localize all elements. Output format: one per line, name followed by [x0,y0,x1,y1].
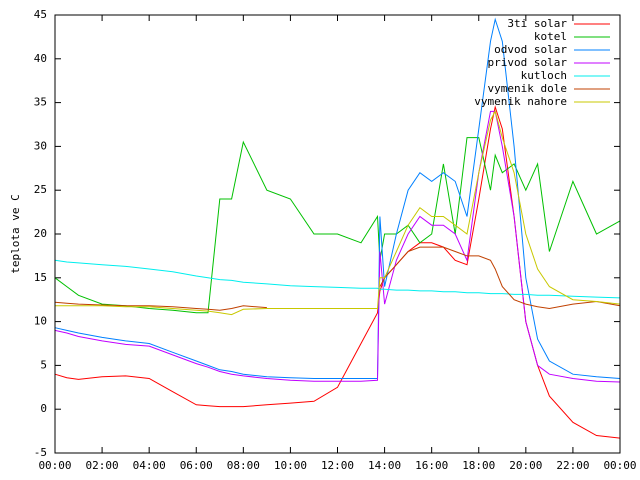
series-line [54,259,621,299]
y-tick-label: 40 [34,52,47,65]
x-tick-label: 14:00 [368,459,401,472]
y-tick-label: 45 [34,8,47,21]
series-line [54,17,621,379]
y-tick-label: 10 [34,315,47,328]
x-tick-label: 00:00 [38,459,71,472]
x-tick-label: 08:00 [227,459,260,472]
x-tick-label: 10:00 [274,459,307,472]
legend-label: vymenik nahore [474,95,567,108]
legend-label: odvod solar [494,43,567,56]
x-tick-label: 18:00 [462,459,495,472]
y-tick-label: 25 [34,183,47,196]
legend-label: privod solar [488,56,568,69]
plot-border [54,14,621,454]
x-tick-label: 02:00 [86,459,119,472]
x-tick-label: 06:00 [180,459,213,472]
x-tick-label: 12:00 [321,459,354,472]
x-tick-label: 22:00 [556,459,589,472]
y-tick-label: -5 [34,446,47,459]
legend-label: kotel [534,30,567,43]
x-tick-label: 20:00 [509,459,542,472]
y-tick-label: 30 [34,139,47,152]
y-axis-label: teplota ve C [9,194,22,273]
x-tick-label: 04:00 [133,459,166,472]
legend-label: 3ti solar [507,17,567,30]
legend-label: vymenik dole [488,82,567,95]
y-tick-label: 35 [34,96,47,109]
y-tick-label: 5 [40,358,47,371]
y-tick-label: 15 [34,271,47,284]
y-tick-label: 0 [40,402,47,415]
x-tick-label: 00:00 [603,459,636,472]
series-line [55,110,621,316]
y-tick-label: 20 [34,227,47,240]
x-tick-label: 16:00 [415,459,448,472]
series-line [54,246,621,311]
legend-label: kutloch [521,69,567,82]
